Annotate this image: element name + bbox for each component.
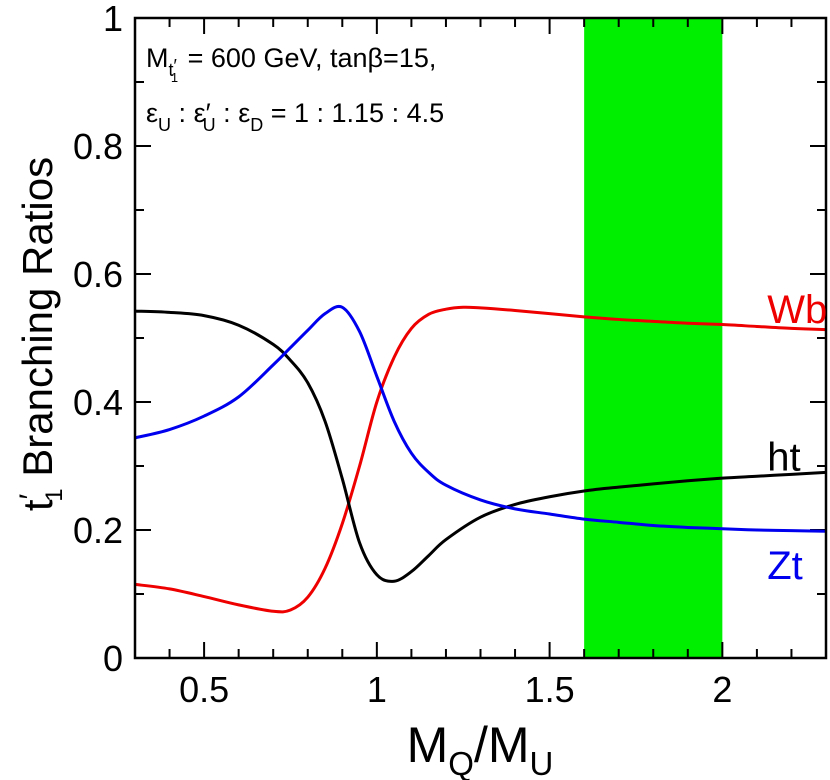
y-tick-label: 0 [103, 638, 123, 679]
y-tick-label: 0.6 [73, 254, 123, 295]
x-axis-label: MQ/MU [407, 717, 554, 780]
series-label-wb: Wb [767, 288, 827, 332]
tick-label-layer: 0.5 1 1.5 2 0 0.2 0.4 0.6 0.8 1 [73, 0, 732, 710]
green-band-layer [584, 18, 723, 658]
y-tick-label: 1 [103, 0, 123, 39]
annotation-mass-subscript-prime: ′ [174, 56, 178, 76]
annotation-line-1: Mt′ 1 = 600 GeV, tanβ=15, [146, 43, 436, 85]
tick-layer [134, 17, 827, 659]
allowed-region-band [584, 18, 723, 658]
annotation-mass-subsubscript: 1 [171, 70, 178, 85]
series-line-wb [134, 305, 827, 614]
y-axis-label-t: t [14, 499, 61, 511]
x-tick-label: 2 [712, 669, 732, 710]
x-tick-label: 1 [367, 669, 387, 710]
annotation-epsilon-d-subscript: D [250, 115, 263, 135]
y-axis-label-text: Branching Ratios [14, 157, 61, 489]
annotation-epsilon-u-prime-subscript: U [203, 115, 216, 135]
annotation-separator-1: : [171, 98, 194, 128]
y-tick-label: 0.8 [73, 126, 123, 167]
annotation-epsilon-u-prime: ε′ [194, 98, 211, 128]
series-label-ht: ht [767, 435, 800, 479]
plot-frame [133, 16, 828, 660]
x-axis-label-sub-u: U [530, 745, 554, 780]
series-label-zt: Zt [767, 544, 803, 588]
x-axis-label-m: M [407, 717, 449, 773]
annotation-epsilon-d: ε [238, 98, 250, 128]
annotation-separator-2: : [216, 98, 239, 128]
annotation-mass-value: = 600 GeV, tanβ=15, [180, 43, 436, 73]
series-line-zt [134, 304, 827, 533]
annotation-mass-symbol: M [146, 43, 169, 73]
annotation-mass-subscript: t [169, 60, 174, 80]
annotation-line-2: εU : ε′U : εD = 1 : 1.15 : 4.5 [146, 98, 444, 135]
annotation-epsilon-u: ε [146, 98, 158, 128]
x-tick-label: 1.5 [525, 669, 575, 710]
y-tick-label: 0.4 [73, 382, 123, 423]
y-axis-label-subscript: 1 [41, 488, 68, 501]
y-tick-label: 0.2 [73, 510, 123, 551]
y-axis-label: t′1 Branching Ratios [14, 157, 68, 511]
annotation-epsilon-u-subscript: U [158, 115, 171, 135]
series-layer [134, 304, 827, 614]
x-axis-label-slash-m: /M [474, 717, 530, 773]
x-tick-label: 0.5 [179, 669, 229, 710]
x-axis-label-sub-q: Q [448, 745, 474, 780]
series-line-ht [134, 309, 827, 583]
y-axis-label-prime: ′ [14, 493, 47, 499]
series-label-layer: Wb ht Zt [767, 288, 827, 588]
annotation-ratio-value: = 1 : 1.15 : 4.5 [263, 98, 444, 128]
